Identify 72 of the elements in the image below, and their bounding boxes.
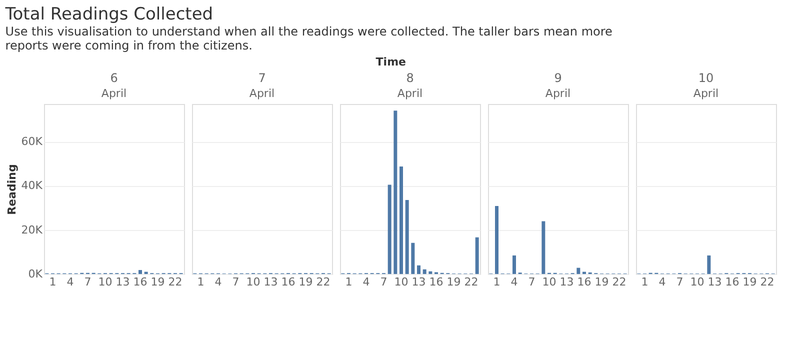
x-tick-label: 10 xyxy=(246,276,260,288)
x-tick-label: 10 xyxy=(542,276,556,288)
x-tick-label: 4 xyxy=(658,276,666,288)
text: Time xyxy=(376,56,406,68)
bar xyxy=(417,265,420,274)
x-tick-label: 4 xyxy=(510,276,518,288)
x-tick-label: 4 xyxy=(214,276,222,288)
x-tick-label: 22 xyxy=(316,276,330,288)
x-tick-label: 7 xyxy=(232,276,240,288)
x-tick-label: 16 xyxy=(281,276,296,288)
x-tick-label: 10 xyxy=(690,276,704,288)
x-tick-label: 19 xyxy=(150,276,165,288)
bar xyxy=(576,268,580,274)
x-tick-label: 13 xyxy=(708,276,722,288)
text: Total Readings Collected xyxy=(4,4,214,24)
chart-title: 10 xyxy=(698,71,714,85)
x-tick-label: 19 xyxy=(298,276,313,288)
chart-title: 6 xyxy=(110,71,118,85)
x-tick-label: 1 xyxy=(197,276,204,288)
x-tick-label: 16 xyxy=(429,276,444,288)
x-tick-label: 1 xyxy=(641,276,648,288)
x-tick-label: 4 xyxy=(66,276,74,288)
y-axis-title: Reading xyxy=(5,164,18,215)
x-tick-label: 22 xyxy=(464,276,478,288)
chart-title: 9 xyxy=(554,71,562,85)
bar xyxy=(422,269,426,274)
x-tick-label: 4 xyxy=(362,276,370,288)
bar xyxy=(411,242,415,274)
bar xyxy=(475,237,479,274)
text: Use this visualisation to understand when all the readings were collected. The taller bars mean more reports were coming in from the citizens. xyxy=(5,24,612,52)
bar xyxy=(495,206,498,274)
bar xyxy=(405,200,409,274)
x-tick-label: 7 xyxy=(380,276,388,288)
x-tick-label: 1 xyxy=(49,276,56,288)
chart-subtitle: April xyxy=(545,87,571,100)
chart-subtitle: April xyxy=(397,87,423,100)
bar xyxy=(707,255,711,274)
x-tick-label: 16 xyxy=(577,276,592,288)
y-tick-label: 0K xyxy=(28,268,44,280)
x-tick-label: 19 xyxy=(594,276,609,288)
y-tick-label: 60K xyxy=(21,135,44,148)
bar xyxy=(394,110,398,274)
bar xyxy=(542,221,546,274)
bar xyxy=(388,184,392,274)
x-tick-label: 13 xyxy=(264,276,278,288)
x-tick-label: 7 xyxy=(676,276,684,288)
x-tick-label: 16 xyxy=(133,276,148,288)
chart-subtitle: April xyxy=(693,87,719,100)
x-tick-label: 19 xyxy=(446,276,461,288)
bar xyxy=(428,271,432,274)
y-tick-label: 20K xyxy=(21,223,44,236)
chart-title: 7 xyxy=(258,71,266,85)
chart-title: 8 xyxy=(406,71,414,85)
x-tick-label: 7 xyxy=(528,276,536,288)
x-tick-label: 1 xyxy=(345,276,352,288)
x-tick-label: 16 xyxy=(725,276,740,288)
x-tick-label: 7 xyxy=(84,276,92,288)
x-tick-label: 22 xyxy=(760,276,774,288)
bar xyxy=(400,166,403,274)
x-tick-label: 19 xyxy=(742,276,757,288)
x-tick-label: 13 xyxy=(412,276,426,288)
chart-subtitle: April xyxy=(101,87,127,100)
x-tick-label: 13 xyxy=(116,276,130,288)
chart-subtitle: April xyxy=(249,87,275,100)
x-tick-label: 22 xyxy=(612,276,626,288)
x-tick-label: 13 xyxy=(560,276,574,288)
x-tick-label: 1 xyxy=(493,276,500,288)
x-tick-label: 10 xyxy=(394,276,408,288)
y-tick-label: 40K xyxy=(21,179,44,192)
x-tick-label: 10 xyxy=(98,276,112,288)
x-tick-label: 22 xyxy=(168,276,182,288)
bar xyxy=(512,255,516,274)
